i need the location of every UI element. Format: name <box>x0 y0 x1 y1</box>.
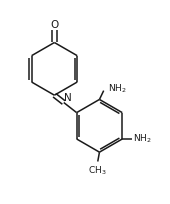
Text: NH$_2$: NH$_2$ <box>133 133 151 145</box>
Text: NH$_2$: NH$_2$ <box>108 83 127 95</box>
Text: O: O <box>50 20 58 31</box>
Text: N: N <box>64 93 71 103</box>
Text: CH$_3$: CH$_3$ <box>88 165 107 177</box>
